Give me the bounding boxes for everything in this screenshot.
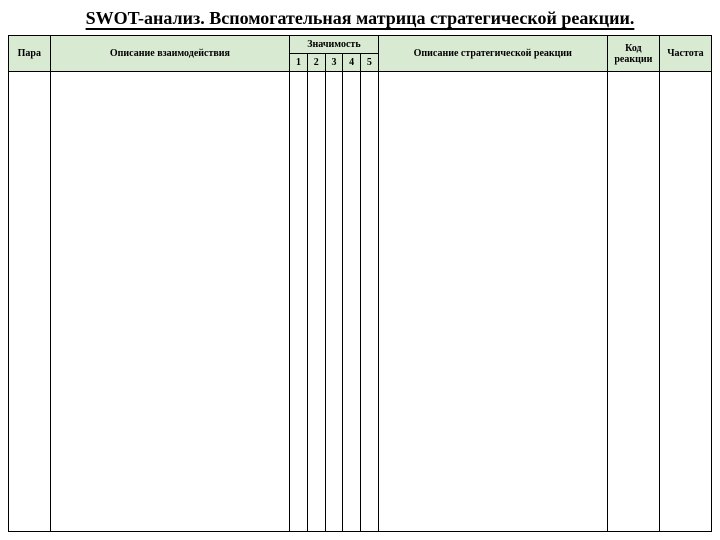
col-header-sig-5: 5	[361, 54, 379, 72]
swot-table-container: Пара Описание взаимодействия Значимость …	[0, 35, 720, 532]
swot-matrix-table: Пара Описание взаимодействия Значимость …	[8, 35, 712, 532]
col-header-significance: Значимость	[290, 36, 379, 54]
page-title: SWOT-анализ. Вспомогательная матрица стр…	[0, 0, 720, 35]
cell-frequency	[659, 72, 711, 532]
cell-sig-1	[290, 72, 308, 532]
cell-sig-4	[343, 72, 361, 532]
col-header-interaction: Описание взаимодействия	[50, 36, 290, 72]
cell-code	[607, 72, 659, 532]
cell-para	[9, 72, 51, 532]
col-header-sig-2: 2	[307, 54, 325, 72]
col-header-sig-1: 1	[290, 54, 308, 72]
col-header-code: Код реакции	[607, 36, 659, 72]
cell-interaction	[50, 72, 290, 532]
col-header-sig-3: 3	[325, 54, 343, 72]
table-header-row-1: Пара Описание взаимодействия Значимость …	[9, 36, 712, 54]
cell-strategic	[378, 72, 607, 532]
col-header-frequency: Частота	[659, 36, 711, 72]
cell-sig-5	[361, 72, 379, 532]
col-header-para: Пара	[9, 36, 51, 72]
col-header-strategic: Описание стратегической реакции	[378, 36, 607, 72]
col-header-sig-4: 4	[343, 54, 361, 72]
table-row	[9, 72, 712, 532]
cell-sig-3	[325, 72, 343, 532]
cell-sig-2	[307, 72, 325, 532]
